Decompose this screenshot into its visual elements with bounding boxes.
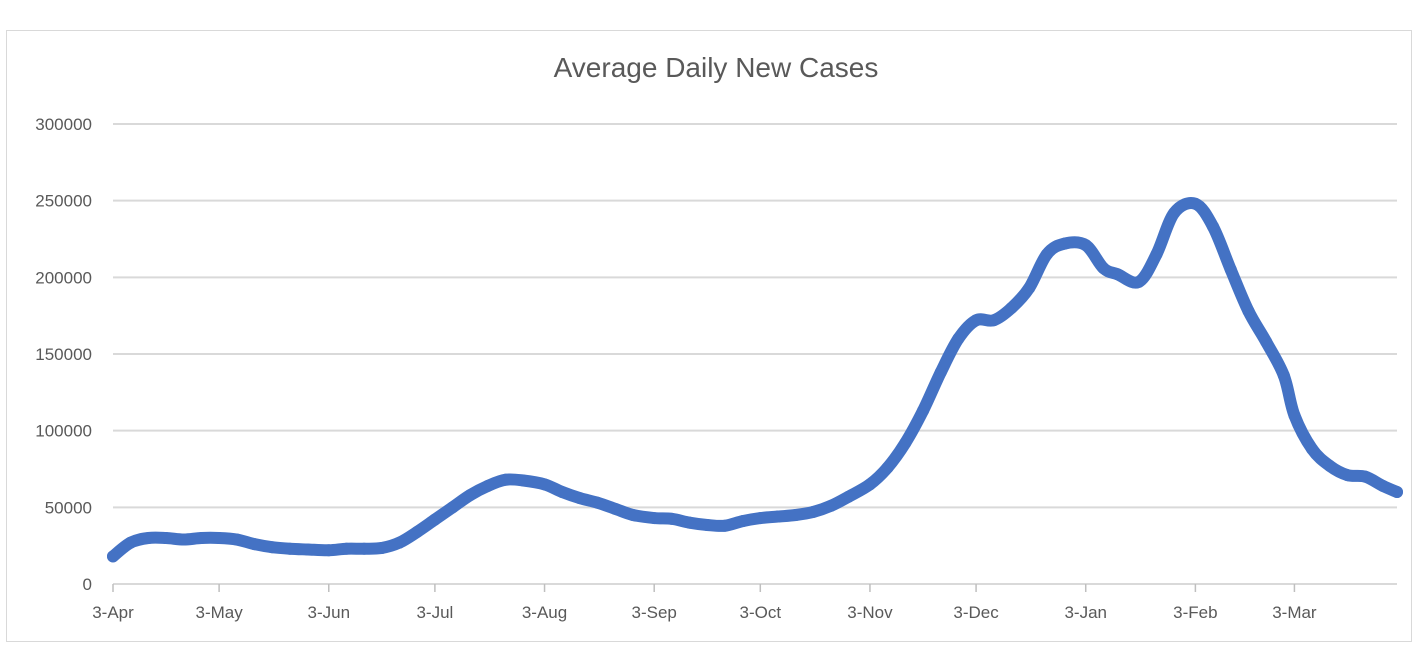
x-axis: 3-Apr 3-May 3-Jun 3-Jul 3-Aug 3-Sep 3-Oct 3-Nov… bbox=[92, 583, 1397, 622]
data-point bbox=[538, 478, 551, 491]
data-point bbox=[1323, 459, 1336, 472]
data-point bbox=[917, 404, 930, 417]
y-tick-label: 250000 bbox=[35, 192, 92, 211]
y-tick-label: 300000 bbox=[35, 115, 92, 134]
x-tick-label: 3-Jul bbox=[416, 603, 453, 622]
data-point bbox=[1023, 282, 1036, 295]
data-point bbox=[807, 505, 820, 518]
y-tick-label: 200000 bbox=[35, 268, 92, 287]
data-point bbox=[481, 479, 494, 492]
data-point bbox=[881, 461, 894, 474]
y-tick-label: 150000 bbox=[35, 345, 92, 364]
data-point bbox=[499, 473, 512, 486]
data-point bbox=[1277, 369, 1290, 382]
data-point bbox=[789, 509, 802, 521]
x-tick-label: 3-Apr bbox=[92, 603, 134, 622]
x-tick-label: 3-Nov bbox=[847, 603, 893, 622]
data-point bbox=[1058, 237, 1071, 250]
data-point bbox=[142, 532, 155, 544]
data-point bbox=[987, 314, 1000, 327]
data-point bbox=[1306, 443, 1319, 456]
data-point bbox=[160, 532, 173, 544]
data-point bbox=[124, 536, 137, 549]
x-tick-label: 3-Sep bbox=[632, 603, 677, 622]
data-point bbox=[1242, 305, 1255, 318]
data-point bbox=[556, 486, 569, 498]
chart-title: Average Daily New Cases bbox=[553, 52, 879, 83]
data-point bbox=[517, 474, 530, 487]
data-point bbox=[771, 510, 784, 523]
data-point bbox=[1132, 275, 1145, 288]
data-point bbox=[301, 543, 314, 556]
data-point bbox=[428, 513, 441, 526]
data-point bbox=[177, 533, 190, 546]
gridlines bbox=[113, 123, 1397, 509]
x-tick-label: 3-May bbox=[195, 603, 243, 622]
data-point bbox=[411, 525, 424, 538]
x-tick-label: 3-Jun bbox=[308, 603, 351, 622]
data-point bbox=[718, 519, 731, 532]
data-point bbox=[340, 542, 353, 555]
data-point bbox=[609, 502, 622, 515]
y-axis-ticks: 0 50000 100000 150000 200000 250000 300000 bbox=[35, 115, 92, 594]
data-point bbox=[266, 541, 279, 554]
x-tick-label: 3-Aug bbox=[522, 603, 567, 622]
y-tick-label: 100000 bbox=[35, 422, 92, 441]
data-point bbox=[1341, 469, 1354, 482]
data-point bbox=[283, 542, 296, 555]
data-point bbox=[375, 541, 388, 554]
data-point bbox=[626, 509, 639, 521]
data-point bbox=[1150, 248, 1163, 261]
data-point bbox=[573, 492, 586, 505]
data-point bbox=[230, 533, 243, 546]
data-point bbox=[1097, 262, 1110, 275]
x-tick-label: 3-Oct bbox=[740, 603, 782, 622]
data-point bbox=[970, 314, 983, 327]
data-point bbox=[358, 542, 371, 555]
data-point bbox=[683, 516, 696, 529]
data-point bbox=[322, 544, 335, 557]
data-point bbox=[1079, 239, 1092, 252]
data-point bbox=[393, 536, 406, 549]
data-point bbox=[213, 532, 226, 544]
series-layer bbox=[107, 197, 1403, 563]
data-point bbox=[1260, 335, 1273, 348]
data-point bbox=[1359, 470, 1372, 483]
data-point bbox=[1111, 268, 1124, 281]
data-point bbox=[1005, 302, 1018, 314]
data-point bbox=[1391, 486, 1403, 498]
data-point bbox=[899, 436, 912, 449]
x-tick-label: 3-Feb bbox=[1173, 603, 1217, 622]
x-tick-label: 3-Dec bbox=[953, 603, 999, 622]
data-point bbox=[825, 499, 838, 512]
data-point bbox=[248, 538, 261, 551]
x-tick-label: 3-Mar bbox=[1272, 603, 1317, 622]
data-point bbox=[863, 478, 876, 491]
series-line bbox=[107, 197, 1403, 563]
data-point bbox=[591, 496, 604, 509]
data-point bbox=[736, 515, 749, 528]
data-point bbox=[1376, 479, 1389, 492]
data-point bbox=[754, 512, 767, 525]
data-point bbox=[934, 366, 947, 379]
data-point bbox=[665, 512, 678, 525]
y-tick-label: 50000 bbox=[45, 498, 92, 517]
data-point bbox=[1040, 248, 1053, 261]
data-point bbox=[464, 489, 477, 502]
data-point bbox=[1288, 409, 1301, 422]
data-point bbox=[648, 512, 661, 525]
x-tick-label: 3-Jan bbox=[1064, 603, 1107, 622]
data-point bbox=[446, 501, 459, 514]
data-point bbox=[952, 332, 965, 345]
data-point bbox=[195, 532, 208, 544]
data-point bbox=[107, 550, 119, 563]
data-point bbox=[1168, 206, 1181, 219]
data-point bbox=[1207, 220, 1220, 233]
data-point bbox=[1224, 263, 1237, 276]
data-point bbox=[842, 490, 855, 503]
data-point bbox=[1189, 197, 1202, 210]
data-point bbox=[701, 518, 714, 531]
y-tick-label: 0 bbox=[83, 575, 92, 594]
